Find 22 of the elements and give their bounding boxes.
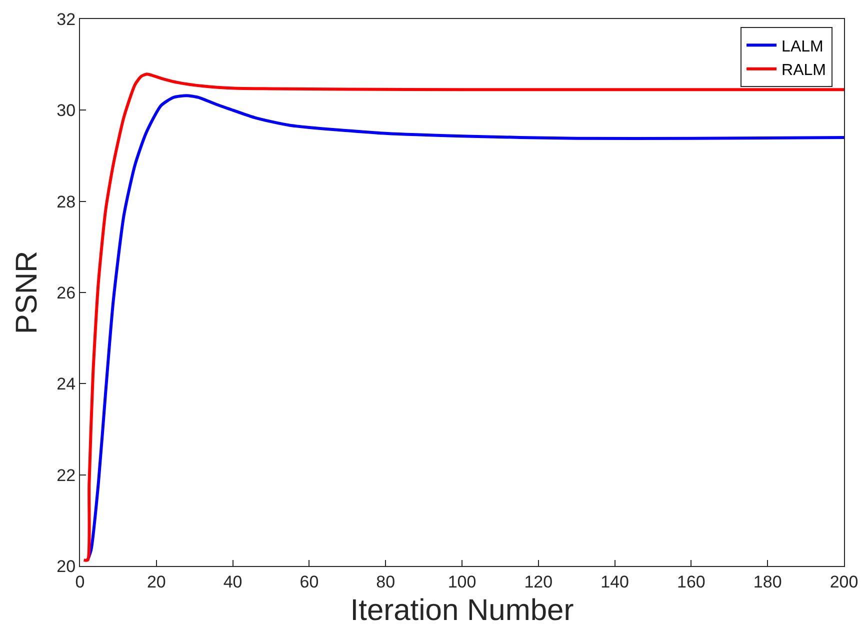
x-tick-label: 40 [223,572,242,592]
legend-label: LALM [782,38,824,56]
x-tick-label: 200 [830,572,858,592]
y-tick-label: 20 [56,556,76,576]
x-tick-label: 80 [376,572,396,592]
x-tick-label: 160 [677,572,706,592]
x-axis-title: Iteration Number [350,594,574,627]
y-tick-label: 26 [56,283,76,302]
y-tick-label: 32 [56,10,76,29]
x-tick-label: 180 [753,572,782,592]
legend-label: RALM [782,62,826,80]
x-tick-label: 140 [600,572,629,592]
x-tick-label: 120 [524,572,553,592]
x-tick-label: 20 [146,572,166,592]
y-axis-title: PSNR [10,250,44,334]
x-tick-label: 60 [300,572,319,592]
y-tick-label: 24 [56,374,76,394]
x-tick-label: 100 [448,572,476,592]
x-tick-label: 0 [75,572,85,592]
y-tick-label: 28 [56,192,76,212]
y-tick-label: 30 [56,101,76,120]
y-tick-label: 22 [56,466,76,485]
